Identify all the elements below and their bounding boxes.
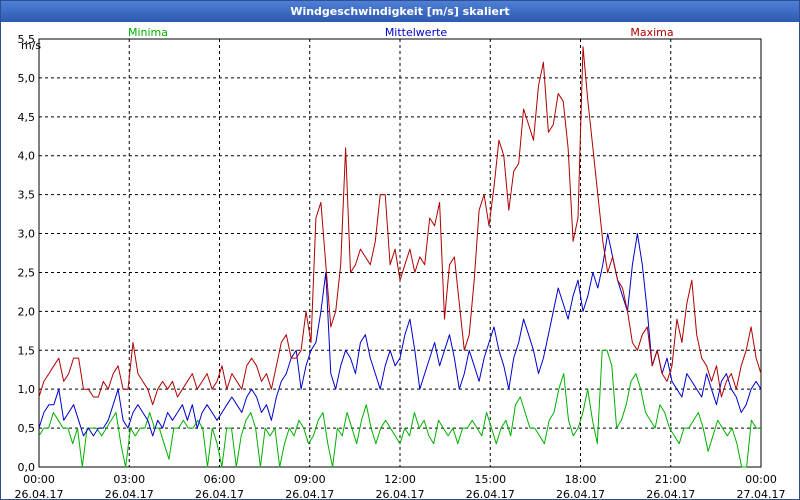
y-tick-label: 3,5 — [18, 189, 36, 202]
x-tick-date: 26.04.17 — [376, 488, 425, 499]
x-tick-time: 21:00 — [655, 473, 687, 486]
x-tick-date: 26.04.17 — [466, 488, 515, 499]
y-tick-label: 1,5 — [18, 344, 36, 357]
y-tick-label: 1,0 — [18, 383, 36, 396]
y-axis-ticks: 0,0 0,5 1,0 1,5 2,0 2,5 3,0 3,5 4,0 4,5 5,0 5,5 — [18, 33, 36, 474]
y-tick-label: 2,5 — [18, 266, 36, 279]
legend-minima: Minima — [128, 26, 168, 39]
x-tick-time: 00:00 — [745, 473, 777, 486]
x-tick-date: 26.04.17 — [105, 488, 154, 499]
x-tick-time: 03:00 — [113, 473, 145, 486]
y-tick-label: 2,0 — [18, 305, 36, 318]
x-tick-date: 26.04.17 — [646, 488, 695, 499]
x-axis-ticks: 00:00 26.04.17 03:00 26.04.17 06:00 26.04.17 0… — [15, 473, 786, 499]
x-tick-date: 26.04.17 — [285, 488, 334, 499]
plot-area — [38, 38, 762, 468]
legend-maxima: Maxima — [630, 26, 673, 39]
window-title: Windgeschwindigkeit [m/s] skaliert — [1, 1, 799, 22]
x-tick-time: 06:00 — [204, 473, 236, 486]
x-tick-time: 00:00 — [23, 473, 55, 486]
y-tick-label: 0,0 — [18, 461, 36, 474]
y-tick-label: 3,0 — [18, 228, 36, 241]
line-chart: Minima Mittelwerte Maxima m/s 0,0 0,5 1,0 1,5… — [15, 26, 786, 499]
x-tick-date: 26.04.17 — [556, 488, 605, 499]
series-line-minima — [38, 349, 761, 468]
y-tick-label: 5,5 — [18, 33, 36, 46]
legend-mittelwerte: Mittelwerte — [385, 26, 448, 39]
x-tick-date: 26.04.17 — [195, 488, 244, 499]
chart-legend: Minima Mittelwerte Maxima — [128, 26, 674, 39]
y-tick-label: 4,0 — [18, 150, 36, 163]
series-line-maxima — [38, 46, 762, 406]
y-tick-label: 4,5 — [18, 111, 36, 124]
x-tick-time: 12:00 — [384, 473, 416, 486]
series-line-mittelwerte — [38, 233, 762, 437]
chart-grid — [39, 38, 761, 467]
y-tick-label: 5,0 — [18, 72, 36, 85]
series-layer — [38, 46, 762, 468]
x-tick-time: 18:00 — [565, 473, 597, 486]
y-axis-label: m/s — [21, 39, 41, 52]
y-tick-label: 0,5 — [18, 422, 36, 435]
x-tick-time: 09:00 — [294, 473, 326, 486]
x-tick-date: 26.04.17 — [15, 488, 64, 499]
x-tick-time: 15:00 — [474, 473, 506, 486]
x-tick-date: 27.04.17 — [737, 488, 786, 499]
